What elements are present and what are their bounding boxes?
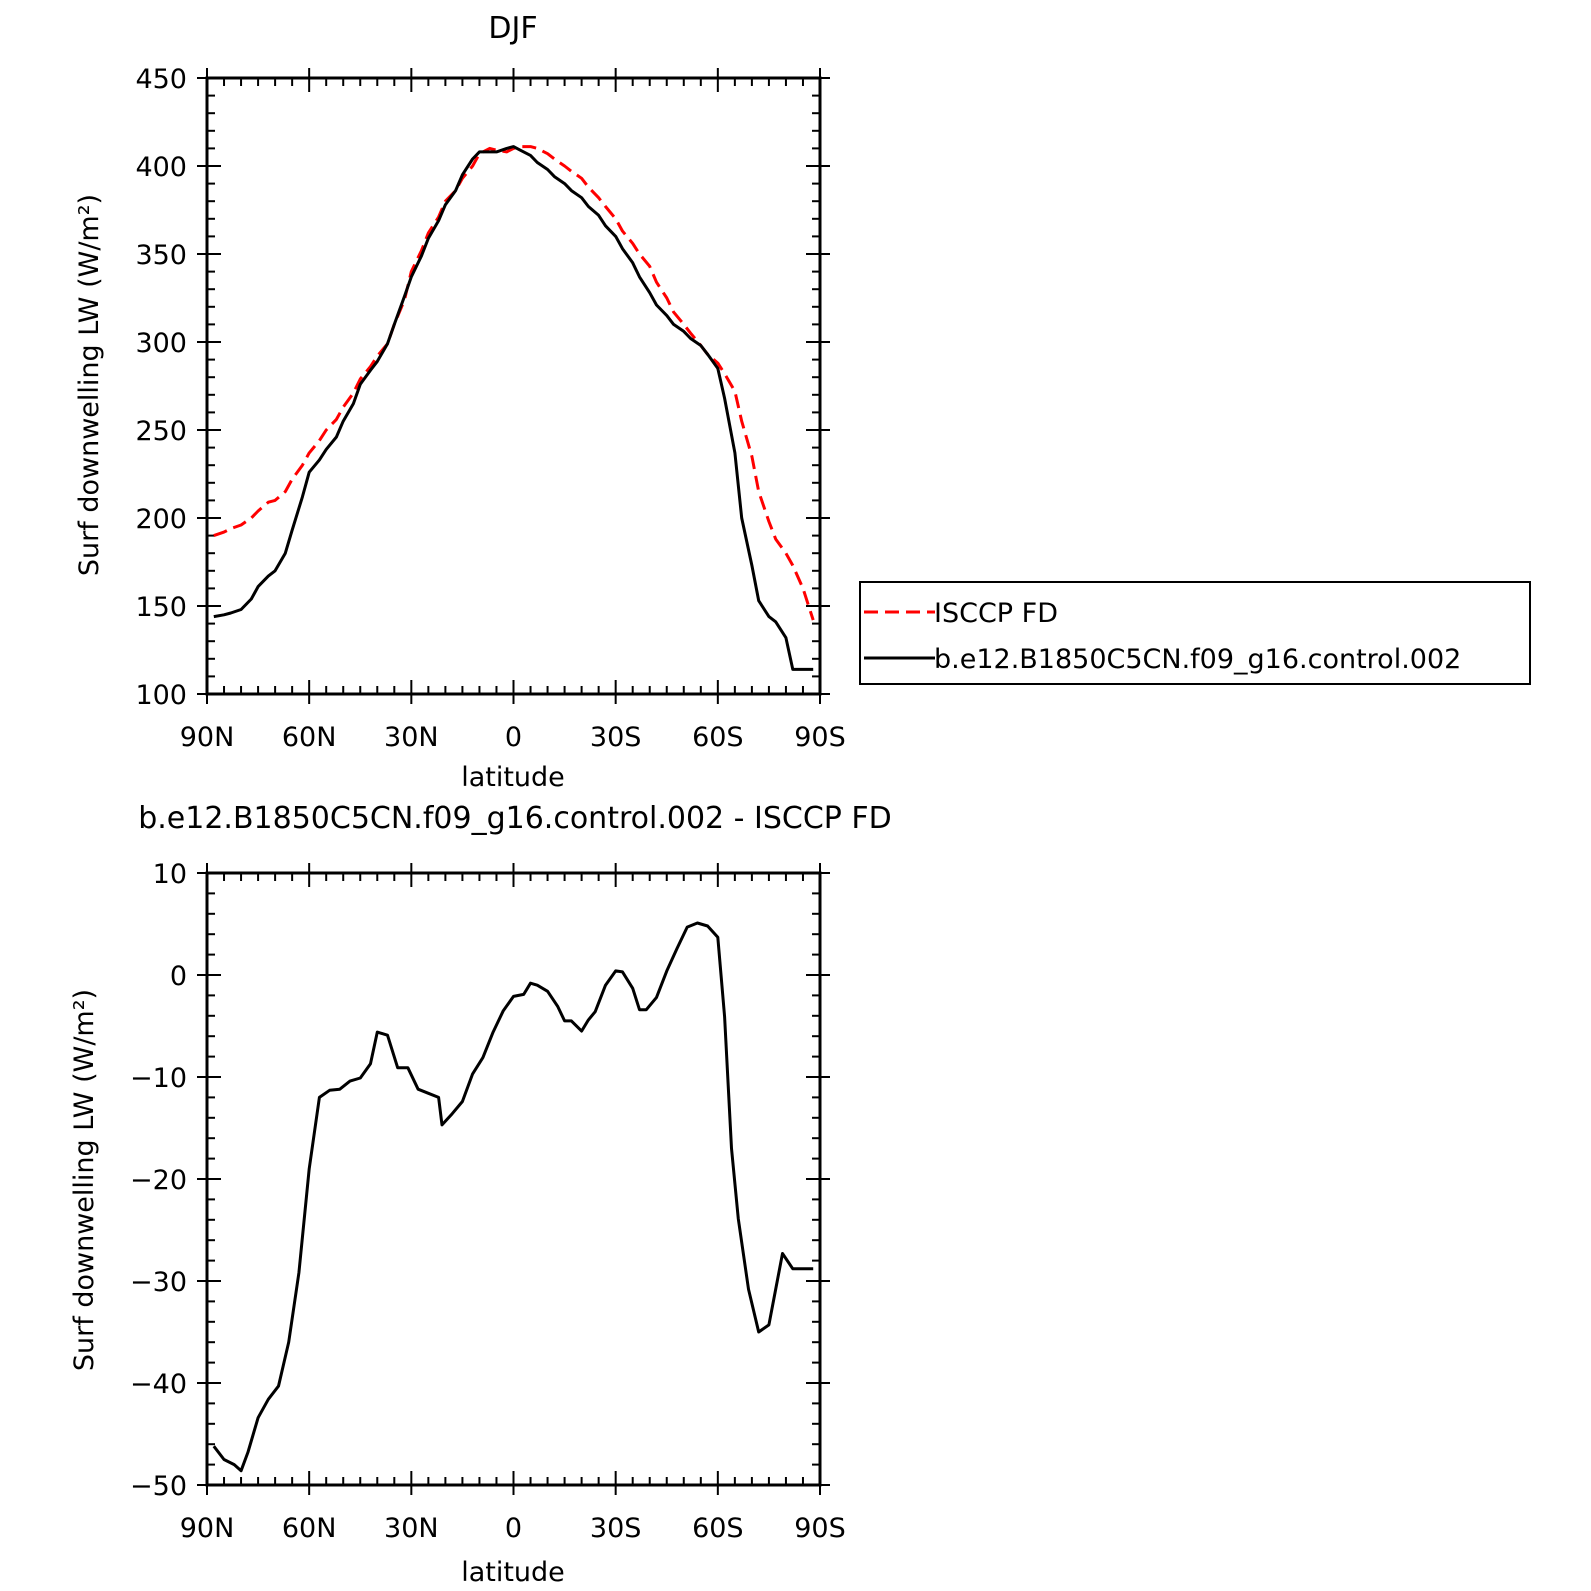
y-tick-label: 100 xyxy=(135,680,187,711)
series-line-0-1 xyxy=(213,145,814,671)
x-tick-label: 0 xyxy=(505,1513,522,1544)
y-tick-label: 450 xyxy=(135,64,187,95)
y-tick-label: 250 xyxy=(135,416,187,447)
x-tick-label: 90N xyxy=(180,1513,235,1544)
y-tick-label: 0 xyxy=(170,961,187,992)
top-chart-title: DJF xyxy=(488,11,537,46)
legend-label-model: b.e12.B1850C5CN.f09_g16.control.002 xyxy=(934,644,1461,675)
bottom-y-axis-label: Surf downwelling LW (W/m²) xyxy=(69,989,100,1371)
y-tick-label: 400 xyxy=(135,152,187,183)
bottom-chart-title: b.e12.B1850C5CN.f09_g16.control.002 - IS… xyxy=(138,801,892,836)
legend-box xyxy=(859,581,1531,685)
series-line-0-0 xyxy=(213,145,815,621)
y-tick-label: −50 xyxy=(130,1471,187,1502)
y-tick-label: −30 xyxy=(130,1267,187,1298)
y-tick-label: −10 xyxy=(130,1063,187,1094)
y-tick-label: −40 xyxy=(130,1369,187,1400)
bottom-panel: b.e12.B1850C5CN.f09_g16.control.002 - IS… xyxy=(69,801,892,1588)
bottom-x-axis-label: latitude xyxy=(461,1557,565,1588)
x-tick-label: 60N xyxy=(282,1513,337,1544)
y-tick-label: −20 xyxy=(130,1165,187,1196)
x-tick-label: 60N xyxy=(282,722,337,753)
bottom-plot-frame xyxy=(205,871,822,1487)
top-panel: DJF Surf downwelling LW (W/m²) latitude … xyxy=(74,11,1531,793)
y-tick-label: 10 xyxy=(153,859,187,890)
x-tick-label: 30S xyxy=(590,1513,642,1544)
top-x-axis-label: latitude xyxy=(461,762,565,793)
x-tick-label: 60S xyxy=(692,722,744,753)
top-y-axis-label: Surf downwelling LW (W/m²) xyxy=(74,194,105,576)
y-tick-label: 150 xyxy=(135,592,187,623)
x-tick-label: 30N xyxy=(384,1513,439,1544)
x-tick-label: 90N xyxy=(180,722,235,753)
x-tick-label: 90S xyxy=(794,722,846,753)
x-tick-label: 30S xyxy=(590,722,642,753)
legend-label-isccp: ISCCP FD xyxy=(934,598,1058,629)
x-tick-label: 30N xyxy=(384,722,439,753)
legend: ISCCP FD b.e12.B1850C5CN.f09_g16.control… xyxy=(859,581,1531,685)
y-tick-label: 200 xyxy=(135,504,187,535)
y-tick-label: 350 xyxy=(135,240,187,271)
y-tick-label: 300 xyxy=(135,328,187,359)
series-line-1-0 xyxy=(212,921,814,1473)
x-tick-label: 0 xyxy=(505,722,522,753)
x-tick-label: 60S xyxy=(692,1513,744,1544)
x-tick-label: 90S xyxy=(794,1513,846,1544)
top-plot-frame xyxy=(205,76,822,696)
